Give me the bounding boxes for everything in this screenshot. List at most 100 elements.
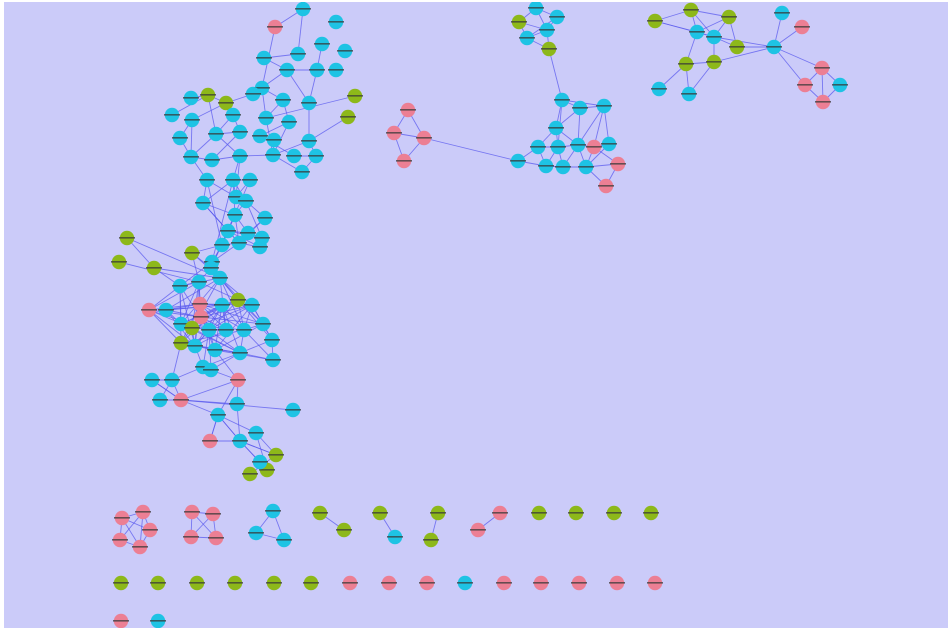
node-cyan[interactable] — [144, 373, 160, 387]
node-green[interactable] — [146, 261, 162, 275]
node-green[interactable] — [423, 533, 439, 547]
node-green[interactable] — [303, 576, 319, 590]
node-cyan[interactable] — [528, 2, 544, 15]
node-pink[interactable] — [112, 533, 128, 547]
node-green[interactable] — [113, 576, 129, 590]
node-cyan[interactable] — [276, 533, 292, 547]
node-cyan[interactable] — [285, 403, 301, 417]
node-cyan[interactable] — [242, 173, 258, 187]
network-canvas[interactable] — [4, 2, 948, 628]
node-green[interactable] — [568, 506, 584, 520]
node-green[interactable] — [266, 576, 282, 590]
node-pink[interactable] — [205, 507, 221, 521]
node-green[interactable] — [312, 506, 328, 520]
node-cyan[interactable] — [689, 25, 705, 39]
node-green[interactable] — [430, 506, 446, 520]
node-cyan[interactable] — [308, 149, 324, 163]
node-pink[interactable] — [202, 434, 218, 448]
node-cyan[interactable] — [183, 91, 199, 105]
node-pink[interactable] — [496, 576, 512, 590]
node-cyan[interactable] — [279, 63, 295, 77]
node-cyan[interactable] — [301, 96, 317, 110]
node-pink[interactable] — [794, 20, 810, 34]
node-cyan[interactable] — [164, 108, 180, 122]
node-pink[interactable] — [609, 576, 625, 590]
node-cyan[interactable] — [232, 434, 248, 448]
node-cyan[interactable] — [152, 393, 168, 407]
node-cyan[interactable] — [596, 99, 612, 113]
node-cyan[interactable] — [301, 134, 317, 148]
node-cyan[interactable] — [265, 148, 281, 162]
node-cyan[interactable] — [265, 504, 281, 518]
node-pink[interactable] — [647, 576, 663, 590]
node-cyan[interactable] — [199, 173, 215, 187]
node-cyan[interactable] — [555, 160, 571, 174]
node-pink[interactable] — [396, 154, 412, 168]
node-cyan[interactable] — [519, 31, 535, 45]
node-green[interactable] — [150, 576, 166, 590]
node-pink[interactable] — [142, 523, 158, 537]
node-cyan[interactable] — [172, 279, 188, 293]
node-cyan[interactable] — [328, 63, 344, 77]
node-pink[interactable] — [533, 576, 549, 590]
node-pink[interactable] — [132, 540, 148, 554]
node-cyan[interactable] — [530, 140, 546, 154]
node-pink[interactable] — [416, 131, 432, 145]
node-pink[interactable] — [400, 103, 416, 117]
node-green[interactable] — [531, 506, 547, 520]
node-cyan[interactable] — [265, 353, 281, 367]
node-green[interactable] — [643, 506, 659, 520]
network-graph[interactable] — [4, 2, 948, 628]
node-pink[interactable] — [470, 523, 486, 537]
node-pink[interactable] — [141, 303, 157, 317]
node-cyan[interactable] — [290, 47, 306, 61]
node-cyan[interactable] — [538, 159, 554, 173]
node-green[interactable] — [541, 42, 557, 56]
node-cyan[interactable] — [195, 196, 211, 210]
node-cyan[interactable] — [294, 165, 310, 179]
node-cyan[interactable] — [248, 526, 264, 540]
node-cyan[interactable] — [510, 154, 526, 168]
node-green[interactable] — [347, 89, 363, 103]
node-cyan[interactable] — [314, 37, 330, 51]
node-pink[interactable] — [386, 126, 402, 140]
node-cyan[interactable] — [539, 23, 555, 37]
node-cyan[interactable] — [214, 238, 230, 252]
node-cyan[interactable] — [570, 138, 586, 152]
node-cyan[interactable] — [337, 44, 353, 58]
node-cyan[interactable] — [549, 10, 565, 24]
node-cyan[interactable] — [220, 224, 236, 238]
node-green[interactable] — [372, 506, 388, 520]
node-cyan[interactable] — [774, 6, 790, 20]
node-cyan[interactable] — [232, 346, 248, 360]
node-cyan[interactable] — [236, 323, 252, 337]
node-cyan[interactable] — [281, 115, 297, 129]
node-cyan[interactable] — [248, 426, 264, 440]
node-green[interactable] — [242, 467, 258, 481]
node-cyan[interactable] — [328, 15, 344, 29]
node-pink[interactable] — [113, 614, 129, 628]
node-pink[interactable] — [419, 576, 435, 590]
node-pink[interactable] — [184, 505, 200, 519]
node-cyan[interactable] — [706, 30, 722, 44]
node-green[interactable] — [119, 231, 135, 245]
node-green[interactable] — [606, 506, 622, 520]
node-cyan[interactable] — [258, 111, 274, 125]
node-green[interactable] — [683, 3, 699, 17]
node-green[interactable] — [647, 14, 663, 28]
node-pink[interactable] — [342, 576, 358, 590]
node-cyan[interactable] — [550, 140, 566, 154]
node-cyan[interactable] — [210, 408, 226, 422]
node-cyan[interactable] — [184, 113, 200, 127]
node-green[interactable] — [721, 10, 737, 24]
node-green[interactable] — [268, 448, 284, 462]
node-cyan[interactable] — [681, 87, 697, 101]
node-pink[interactable] — [230, 373, 246, 387]
node-pink[interactable] — [492, 506, 508, 520]
node-cyan[interactable] — [766, 40, 782, 54]
node-pink[interactable] — [610, 157, 626, 171]
node-green[interactable] — [706, 55, 722, 69]
node-cyan[interactable] — [264, 333, 280, 347]
node-cyan[interactable] — [387, 530, 403, 544]
node-green[interactable] — [111, 255, 127, 269]
